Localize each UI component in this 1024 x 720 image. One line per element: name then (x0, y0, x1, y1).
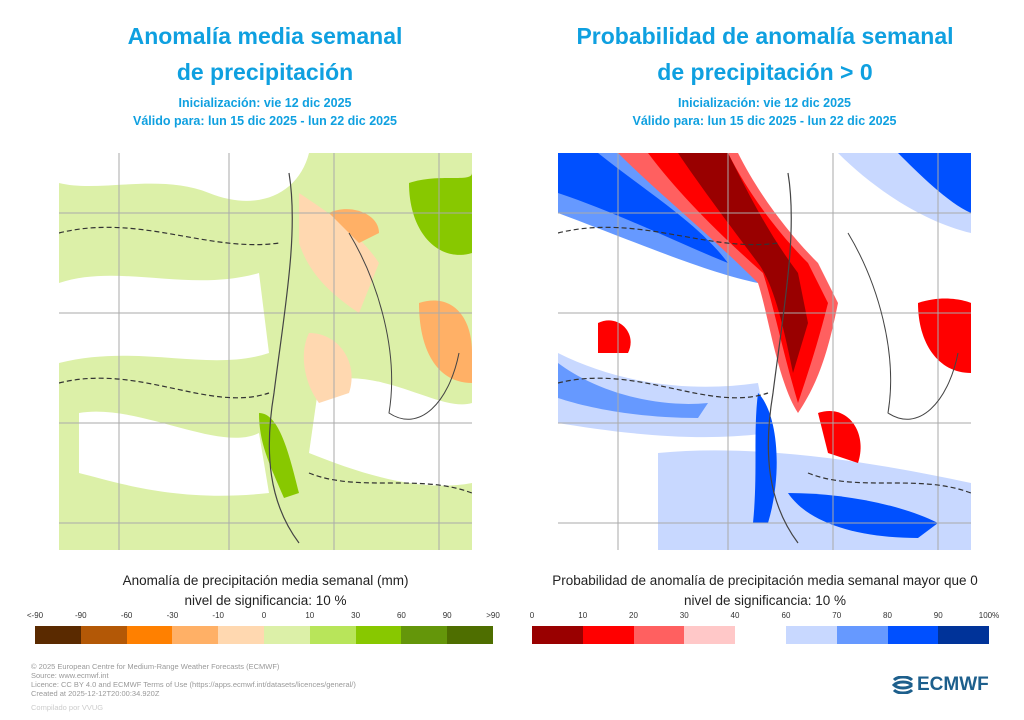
footer-licence: Licence: CC BY 4.0 and ECMWF Terms of Us… (31, 680, 356, 689)
right-tick-label: 70 (832, 611, 842, 620)
right-subtitle: Inicialización: vie 12 dic 2025 Válido pa… (558, 94, 971, 130)
anomaly-swatch (447, 626, 493, 644)
right-tick-label: 100% (978, 611, 1000, 620)
right-valid: Válido para: lun 15 dic 2025 - lun 22 di… (632, 114, 897, 128)
left-tick-label: 0 (261, 611, 267, 620)
footer-source: Source: www.ecmwf.int (31, 671, 109, 680)
right-tick-label: 80 (883, 611, 892, 620)
left-tick-label: -90 (75, 611, 87, 620)
right-tick-label: 30 (679, 611, 689, 620)
right-init: Inicialización: vie 12 dic 2025 (677, 96, 851, 110)
anomaly-swatch (172, 626, 219, 644)
probability-low-swatch (582, 626, 634, 644)
right-tick-label: 0 (529, 611, 535, 620)
probability-low-swatch (684, 626, 735, 644)
left-tick-label: <-90 (26, 611, 44, 620)
probability-high-swatch (786, 626, 837, 644)
anomaly-swatch (263, 626, 310, 644)
probability-high-swatch (887, 626, 939, 644)
left-subtitle: Inicialización: vie 12 dic 2025 Válido pa… (60, 94, 470, 130)
right-significance: nivel de significancia: 10 % (683, 593, 847, 608)
probability-low-swatch (633, 626, 685, 644)
right-legend-title: Probabilidad de anomalía de precipitació… (520, 571, 1010, 611)
footer-credits: © 2025 European Centre for Medium-Range … (31, 662, 356, 698)
right-tick-label: 40 (730, 611, 740, 620)
probability-high-swatch (938, 626, 989, 644)
right-title-line1: Probabilidad de anomalía semanal (576, 23, 954, 49)
right-title: Probabilidad de anomalía semanal de preci… (540, 18, 990, 90)
probability-map (558, 153, 971, 550)
ecmwf-logo[interactable]: ECMWF (892, 674, 989, 696)
anomaly-swatch (126, 626, 173, 644)
left-significance: nivel de significancia: 10 % (184, 593, 347, 608)
right-tick-label: 20 (629, 611, 638, 620)
right-tick-label: 60 (781, 611, 791, 620)
right-title-line2: de precipitación > 0 (657, 59, 873, 85)
anomaly-swatch (80, 626, 127, 644)
probability-low-swatch (532, 626, 583, 644)
left-tick-label: 90 (442, 611, 452, 620)
anomaly-swatch (35, 626, 81, 644)
left-title-line1: Anomalía media semanal (127, 23, 403, 49)
right-tick-label: 10 (578, 611, 588, 620)
left-init: Inicialización: vie 12 dic 2025 (178, 96, 352, 110)
anomaly-colorbar (35, 626, 493, 644)
anomaly-map (59, 153, 472, 550)
footer-created: Created at 2025-12-12T20:00:34.920Z (31, 689, 160, 698)
ecmwf-logo-icon (892, 676, 914, 694)
left-tick-label: 10 (305, 611, 315, 620)
ecmwf-logo-text: ECMWF (917, 674, 989, 695)
left-tick-label: 60 (396, 611, 406, 620)
anomaly-swatch (309, 626, 356, 644)
probability-colorbar-high (786, 626, 989, 644)
left-tick-label: >90 (486, 611, 500, 620)
probability-high-swatch (836, 626, 888, 644)
left-title: Anomalía media semanal de precipitación (60, 18, 470, 90)
anomaly-swatch (355, 626, 402, 644)
probability-colorbar-low (532, 626, 735, 644)
compiled-by: Compilado por VVUG (31, 703, 104, 712)
left-legend-label: Anomalía de precipitación media semanal … (122, 573, 409, 588)
anomaly-swatch (401, 626, 448, 644)
right-tick-label: 90 (933, 611, 943, 620)
right-legend-label: Probabilidad de anomalía de precipitació… (552, 573, 978, 588)
left-tick-label: -30 (166, 611, 179, 620)
left-tick-label: 30 (351, 611, 361, 620)
left-title-line2: de precipitación (176, 59, 354, 85)
footer-copyright: © 2025 European Centre for Medium-Range … (31, 662, 280, 671)
left-tick-label: -10 (212, 611, 224, 620)
left-legend-title: Anomalía de precipitación media semanal … (59, 571, 472, 611)
left-tick-label: -60 (120, 611, 133, 620)
left-valid: Válido para: lun 15 dic 2025 - lun 22 di… (133, 114, 397, 128)
anomaly-swatch (218, 626, 264, 644)
